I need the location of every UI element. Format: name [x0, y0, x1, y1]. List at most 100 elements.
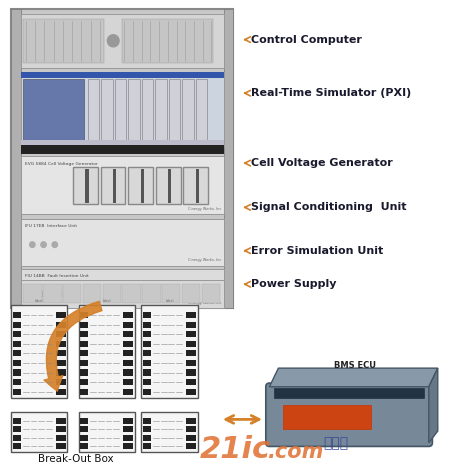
Polygon shape [429, 368, 438, 443]
Bar [169, 79, 180, 142]
Bar [56, 360, 66, 366]
Bar [21, 140, 224, 147]
Bar [23, 19, 104, 63]
Bar [186, 350, 196, 356]
Bar [80, 426, 88, 432]
Bar [13, 370, 21, 376]
Bar [186, 418, 196, 424]
Bar [143, 435, 151, 441]
Bar [123, 341, 133, 347]
Circle shape [52, 242, 57, 247]
FancyBboxPatch shape [141, 305, 198, 398]
Bar [143, 418, 151, 424]
Bar [56, 322, 66, 328]
FancyBboxPatch shape [11, 305, 67, 398]
Bar [143, 331, 151, 337]
Bar [13, 426, 21, 432]
Bar [186, 322, 196, 328]
Bar [73, 167, 98, 204]
Bar [80, 443, 88, 449]
Text: 电子网: 电子网 [323, 436, 348, 450]
Bar [56, 379, 66, 385]
Bar [80, 322, 88, 328]
Bar [80, 389, 88, 395]
Bar [21, 219, 224, 266]
Bar [186, 443, 196, 449]
Bar [141, 169, 144, 203]
Bar [21, 72, 224, 147]
Bar [13, 443, 21, 449]
Bar [85, 169, 89, 203]
Text: Cell Voltage Generator: Cell Voltage Generator [251, 158, 393, 168]
Bar [21, 145, 224, 154]
Bar [183, 167, 208, 204]
Bar [56, 350, 66, 356]
Bar [224, 9, 233, 308]
Bar [21, 72, 224, 78]
Text: Cinergy Works, Inc: Cinergy Works, Inc [188, 206, 221, 211]
Bar [143, 370, 151, 376]
Bar [56, 435, 66, 441]
Bar [186, 331, 196, 337]
FancyArrowPatch shape [44, 302, 102, 391]
Bar [186, 360, 196, 366]
Bar [155, 79, 167, 142]
Text: label: label [102, 299, 111, 303]
FancyBboxPatch shape [11, 9, 233, 308]
Bar [13, 379, 21, 385]
Bar [21, 156, 224, 214]
Bar [56, 443, 66, 449]
Bar [123, 331, 133, 337]
FancyArrowPatch shape [226, 416, 259, 423]
Bar [80, 379, 88, 385]
Bar [143, 322, 151, 328]
Bar [123, 426, 133, 432]
Bar [80, 350, 88, 356]
FancyBboxPatch shape [141, 412, 198, 452]
FancyBboxPatch shape [79, 305, 135, 398]
Bar [274, 388, 424, 398]
Bar [56, 370, 66, 376]
Text: Cinergy Works, Inc: Cinergy Works, Inc [188, 258, 221, 262]
Bar [123, 379, 133, 385]
Circle shape [30, 242, 35, 247]
Text: Break-Out Box: Break-Out Box [38, 454, 114, 464]
Bar [56, 426, 66, 432]
Polygon shape [269, 368, 438, 387]
Bar [202, 284, 220, 303]
Bar [13, 322, 21, 328]
Bar [143, 341, 151, 347]
Bar [80, 312, 88, 318]
Bar [128, 167, 153, 204]
Text: Error Simulation Unit: Error Simulation Unit [251, 246, 384, 256]
Bar [101, 167, 125, 204]
Text: EVG 5884 Cell Voltage Generator: EVG 5884 Cell Voltage Generator [25, 162, 97, 166]
Bar [143, 312, 151, 318]
Bar [43, 284, 62, 303]
Bar [56, 331, 66, 337]
Bar [142, 284, 161, 303]
Bar [21, 269, 224, 308]
Bar [123, 389, 133, 395]
Bar [123, 322, 133, 328]
Bar [56, 418, 66, 424]
Bar [21, 280, 224, 308]
Text: Signal Conditioning  Unit: Signal Conditioning Unit [251, 202, 407, 212]
Bar [13, 312, 21, 318]
Bar [186, 379, 196, 385]
Circle shape [107, 35, 119, 47]
Bar [80, 370, 88, 376]
Bar [123, 370, 133, 376]
Bar [13, 331, 21, 337]
Text: BMS ECU: BMS ECU [334, 362, 376, 370]
Bar [115, 79, 126, 142]
Bar [102, 284, 121, 303]
Bar [101, 79, 113, 142]
Bar [13, 418, 21, 424]
Bar [56, 389, 66, 395]
Text: Cinergy Works, Inc: Cinergy Works, Inc [188, 301, 221, 305]
Bar [42, 291, 50, 297]
Bar [186, 435, 196, 441]
Bar [122, 284, 141, 303]
Bar [80, 435, 88, 441]
